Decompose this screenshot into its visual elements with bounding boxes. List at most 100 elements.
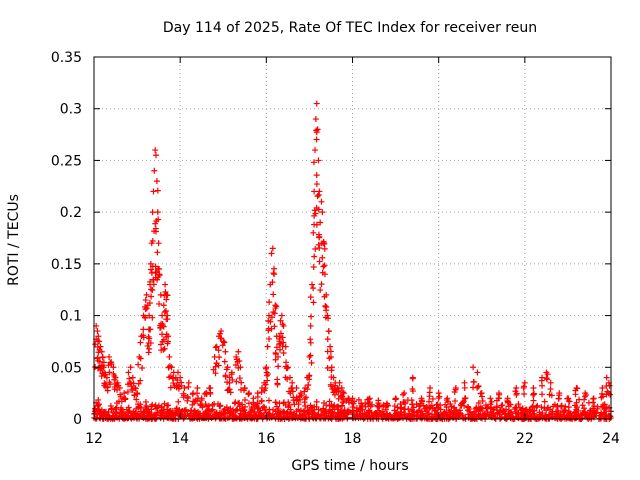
data-point-plus xyxy=(98,411,105,418)
data-point-plus xyxy=(204,407,211,414)
data-point-plus xyxy=(530,397,537,404)
data-point-plus xyxy=(480,411,487,418)
data-point-plus xyxy=(429,395,436,402)
data-point-plus xyxy=(234,358,241,365)
data-point-plus xyxy=(417,400,424,407)
data-point-plus xyxy=(275,363,282,370)
data-point-plus xyxy=(135,361,142,368)
data-point-plus xyxy=(322,303,329,310)
data-point-plus xyxy=(153,405,160,412)
data-point-plus xyxy=(165,333,172,340)
data-point-plus xyxy=(254,400,261,407)
data-point-plus xyxy=(178,379,185,386)
data-point-plus xyxy=(336,379,343,386)
data-point-plus xyxy=(245,391,252,398)
data-point-plus xyxy=(143,291,150,298)
data-point-plus xyxy=(95,333,102,340)
data-point-plus xyxy=(312,147,319,154)
data-point-plus xyxy=(315,241,322,248)
data-point-plus xyxy=(162,281,169,288)
data-point-plus xyxy=(443,415,450,422)
data-point-plus xyxy=(311,188,318,195)
data-point-plus xyxy=(140,414,147,421)
data-point-plus xyxy=(216,354,223,361)
data-point-plus xyxy=(541,398,548,405)
data-point-plus xyxy=(236,403,243,410)
data-point-plus xyxy=(543,375,550,382)
data-point-plus xyxy=(521,391,528,398)
data-point-plus xyxy=(270,406,277,413)
data-point-plus xyxy=(109,414,116,421)
data-point-plus xyxy=(107,359,114,366)
data-point-plus xyxy=(102,371,109,378)
y-tick-label: 0.1 xyxy=(60,309,82,325)
data-point-plus xyxy=(434,401,441,408)
data-point-plus xyxy=(311,413,318,420)
data-point-plus xyxy=(314,193,321,200)
data-point-plus xyxy=(302,403,309,410)
data-point-plus xyxy=(256,409,263,416)
data-point-plus xyxy=(601,401,608,408)
data-point-plus xyxy=(542,415,549,422)
data-point-plus xyxy=(107,381,114,388)
data-point-plus xyxy=(154,187,161,194)
data-point-plus xyxy=(242,403,249,410)
data-point-plus xyxy=(538,377,545,384)
data-point-plus xyxy=(117,406,124,413)
data-point-plus xyxy=(588,410,595,417)
data-point-plus xyxy=(274,413,281,420)
data-point-plus xyxy=(119,414,126,421)
data-point-plus xyxy=(470,379,477,386)
data-point-plus xyxy=(289,388,296,395)
data-point-plus xyxy=(133,396,140,403)
data-point-plus xyxy=(230,414,237,421)
data-point-plus xyxy=(461,379,468,386)
data-point-plus xyxy=(154,209,161,216)
data-point-plus xyxy=(148,269,155,276)
data-point-plus xyxy=(321,262,328,269)
data-point-plus xyxy=(141,314,148,321)
data-point-plus xyxy=(160,346,167,353)
data-point-plus xyxy=(456,412,463,419)
data-point-plus xyxy=(451,408,458,415)
data-point-plus xyxy=(268,314,275,321)
data-point-plus xyxy=(340,390,347,397)
data-point-plus xyxy=(272,349,279,356)
data-point-plus xyxy=(461,395,468,402)
data-point-plus xyxy=(238,379,245,386)
data-point-plus xyxy=(559,414,566,421)
data-point-plus xyxy=(321,271,328,278)
data-point-plus xyxy=(444,398,451,405)
data-point-plus xyxy=(172,411,179,418)
data-point-plus xyxy=(280,322,287,329)
data-point-plus xyxy=(254,393,261,400)
data-point-plus xyxy=(237,407,244,414)
data-point-plus xyxy=(338,384,345,391)
data-point-plus xyxy=(262,381,269,388)
data-point-plus xyxy=(91,410,98,417)
data-point-plus xyxy=(331,391,338,398)
data-point-plus xyxy=(558,403,565,410)
data-point-plus xyxy=(280,350,287,357)
data-point-plus xyxy=(135,380,142,387)
data-point-plus xyxy=(164,292,171,299)
data-point-plus xyxy=(149,209,156,216)
data-point-plus xyxy=(262,365,269,372)
data-point-plus xyxy=(415,413,422,420)
data-point-plus xyxy=(375,400,382,407)
data-point-plus xyxy=(513,404,520,411)
data-point-plus xyxy=(327,343,334,350)
data-point-plus xyxy=(179,407,186,414)
data-point-plus xyxy=(324,365,331,372)
data-point-plus xyxy=(599,384,606,391)
data-point-plus xyxy=(132,409,139,416)
data-point-plus xyxy=(606,382,613,389)
data-point-plus xyxy=(194,398,201,405)
data-point-plus xyxy=(170,380,177,387)
data-point-plus xyxy=(488,404,495,411)
data-point-plus xyxy=(376,403,383,410)
data-point-plus xyxy=(320,263,327,270)
data-point-plus xyxy=(470,414,477,421)
data-point-plus xyxy=(157,291,164,298)
data-point-plus xyxy=(464,407,471,414)
